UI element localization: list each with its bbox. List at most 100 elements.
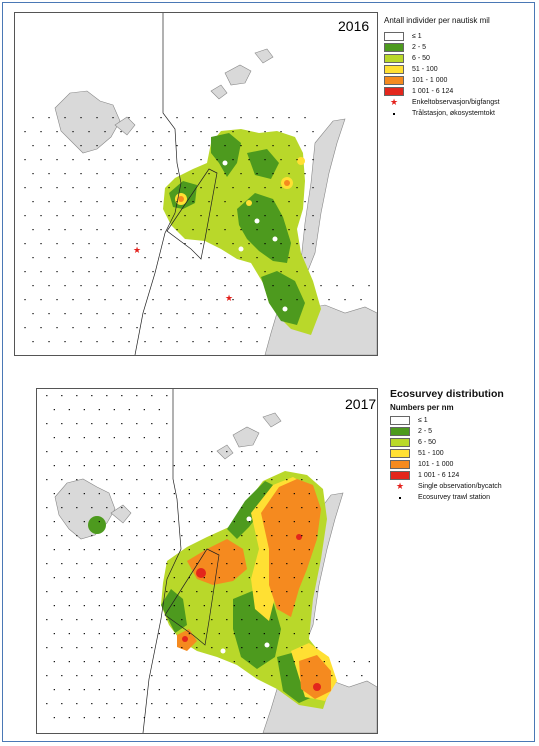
trawl-station-dot: [280, 271, 282, 273]
trawl-station-dot: [256, 201, 258, 203]
trawl-station-dot: [226, 703, 228, 705]
trawl-station-dot: [98, 577, 100, 579]
trawl-station-dot: [151, 619, 153, 621]
trawl-station-dot: [278, 577, 280, 579]
trawl-station-dot: [248, 327, 250, 329]
trawl-station-dot: [40, 187, 42, 189]
legend-2017: Ecosurvey distribution Numbers per nm ≤ …: [390, 388, 535, 503]
trawl-station-dot: [218, 577, 220, 579]
trawl-station-dot: [48, 201, 50, 203]
trawl-station-dot: [72, 243, 74, 245]
trawl-station-dot: [64, 201, 66, 203]
trawl-station-dot: [226, 563, 228, 565]
trawl-station-dot: [226, 451, 228, 453]
trawl-station-dot: [278, 521, 280, 523]
trawl-station-dot: [168, 327, 170, 329]
density-spot-red: [182, 636, 188, 642]
trawl-station-dot: [240, 313, 242, 315]
trawl-station-dot: [233, 577, 235, 579]
trawl-station-dot: [120, 215, 122, 217]
distribution-dark-green: [227, 481, 277, 539]
trawl-station-dot: [166, 619, 168, 621]
trawl-station-dot: [80, 173, 82, 175]
trawl-station-dot: [160, 285, 162, 287]
trawl-station-dot: [256, 341, 258, 343]
trawl-station-dot: [120, 187, 122, 189]
trawl-station-dot: [256, 703, 258, 705]
trawl-station-dot: [128, 661, 130, 663]
trawl-station-dot: [151, 423, 153, 425]
trawl-station-dot: [216, 299, 218, 301]
trawl-station-dot: [288, 117, 290, 119]
zone-boundary-line: [142, 389, 182, 733]
trawl-station-dot: [128, 341, 130, 343]
trawl-station-dot: [144, 201, 146, 203]
trawl-station-dot: [46, 479, 48, 481]
trawl-station-dot: [278, 633, 280, 635]
trawl-station-dot: [173, 549, 175, 551]
trawl-station-dot: [166, 563, 168, 565]
trawl-station-dot: [68, 437, 70, 439]
trawl-station-dot: [316, 675, 318, 677]
distribution-orange: [299, 655, 331, 699]
trawl-station-dot: [263, 493, 265, 495]
trawl-station-dot: [211, 479, 213, 481]
trawl-station-dot: [136, 423, 138, 425]
trawl-station-dot: [98, 661, 100, 663]
trawl-station-dot: [241, 563, 243, 565]
trawl-station-dot: [113, 437, 115, 439]
legend-class-row: 51 - 100: [384, 64, 534, 75]
trawl-station-dot: [301, 563, 303, 565]
trawl-station-dot: [106, 479, 108, 481]
trawl-station-dot: [76, 451, 78, 453]
trawl-station-dot: [173, 717, 175, 719]
trawl-station-dot: [181, 591, 183, 593]
trawl-station-dot: [76, 591, 78, 593]
trawl-station-dot: [353, 661, 355, 663]
trawl-station-dot: [248, 159, 250, 161]
trawl-station-dot: [188, 493, 190, 495]
trawl-station-dot: [293, 521, 295, 523]
trawl-station-dot: [72, 271, 74, 273]
trawl-station-dot: [248, 689, 250, 691]
trawl-station-dot: [128, 605, 130, 607]
map-panel-2017: [36, 388, 378, 734]
trawl-station-dot: [248, 465, 250, 467]
trawl-station-dot: [316, 451, 318, 453]
trawl-station-dot: [200, 131, 202, 133]
trawl-station-dot: [56, 327, 58, 329]
trawl-station-dot: [192, 117, 194, 119]
trawl-station-dot: [76, 479, 78, 481]
trawl-station-dot: [40, 131, 42, 133]
trawl-station-dot: [233, 521, 235, 523]
map-panel-2016: ★ ★: [14, 12, 378, 356]
novaya-zemlya: [300, 118, 346, 274]
trawl-station-dot: [188, 717, 190, 719]
trawl-station-dot: [40, 215, 42, 217]
trawl-station-dot: [264, 299, 266, 301]
zone-boundary-line: [134, 13, 182, 355]
trawl-station-dot: [346, 675, 348, 677]
distribution-dark-green: [237, 193, 291, 263]
single-observation-star: ★: [225, 294, 233, 304]
trawl-station-dot: [224, 173, 226, 175]
trawl-station-dot: [166, 675, 168, 677]
trawl-station-dot: [56, 159, 58, 161]
trawl-station-dot: [232, 131, 234, 133]
trawl-station-dot: [121, 703, 123, 705]
trawl-station-dot: [264, 131, 266, 133]
trawl-station-dot: [53, 661, 55, 663]
trawl-station-dot: [288, 201, 290, 203]
trawl-station-dot: [320, 285, 322, 287]
trawl-station-dot: [88, 215, 90, 217]
trawl-station-dot: [316, 507, 318, 509]
trawl-station-dot: [224, 257, 226, 259]
trawl-station-dot: [271, 535, 273, 537]
trawl-station-dot: [158, 717, 160, 719]
trawl-station-dot: [166, 451, 168, 453]
trawl-station-dot: [128, 285, 130, 287]
trawl-station-dot: [106, 535, 108, 537]
trawl-station-dot: [316, 619, 318, 621]
trawl-station-dot: [211, 451, 213, 453]
trawl-station-dot: [128, 409, 130, 411]
